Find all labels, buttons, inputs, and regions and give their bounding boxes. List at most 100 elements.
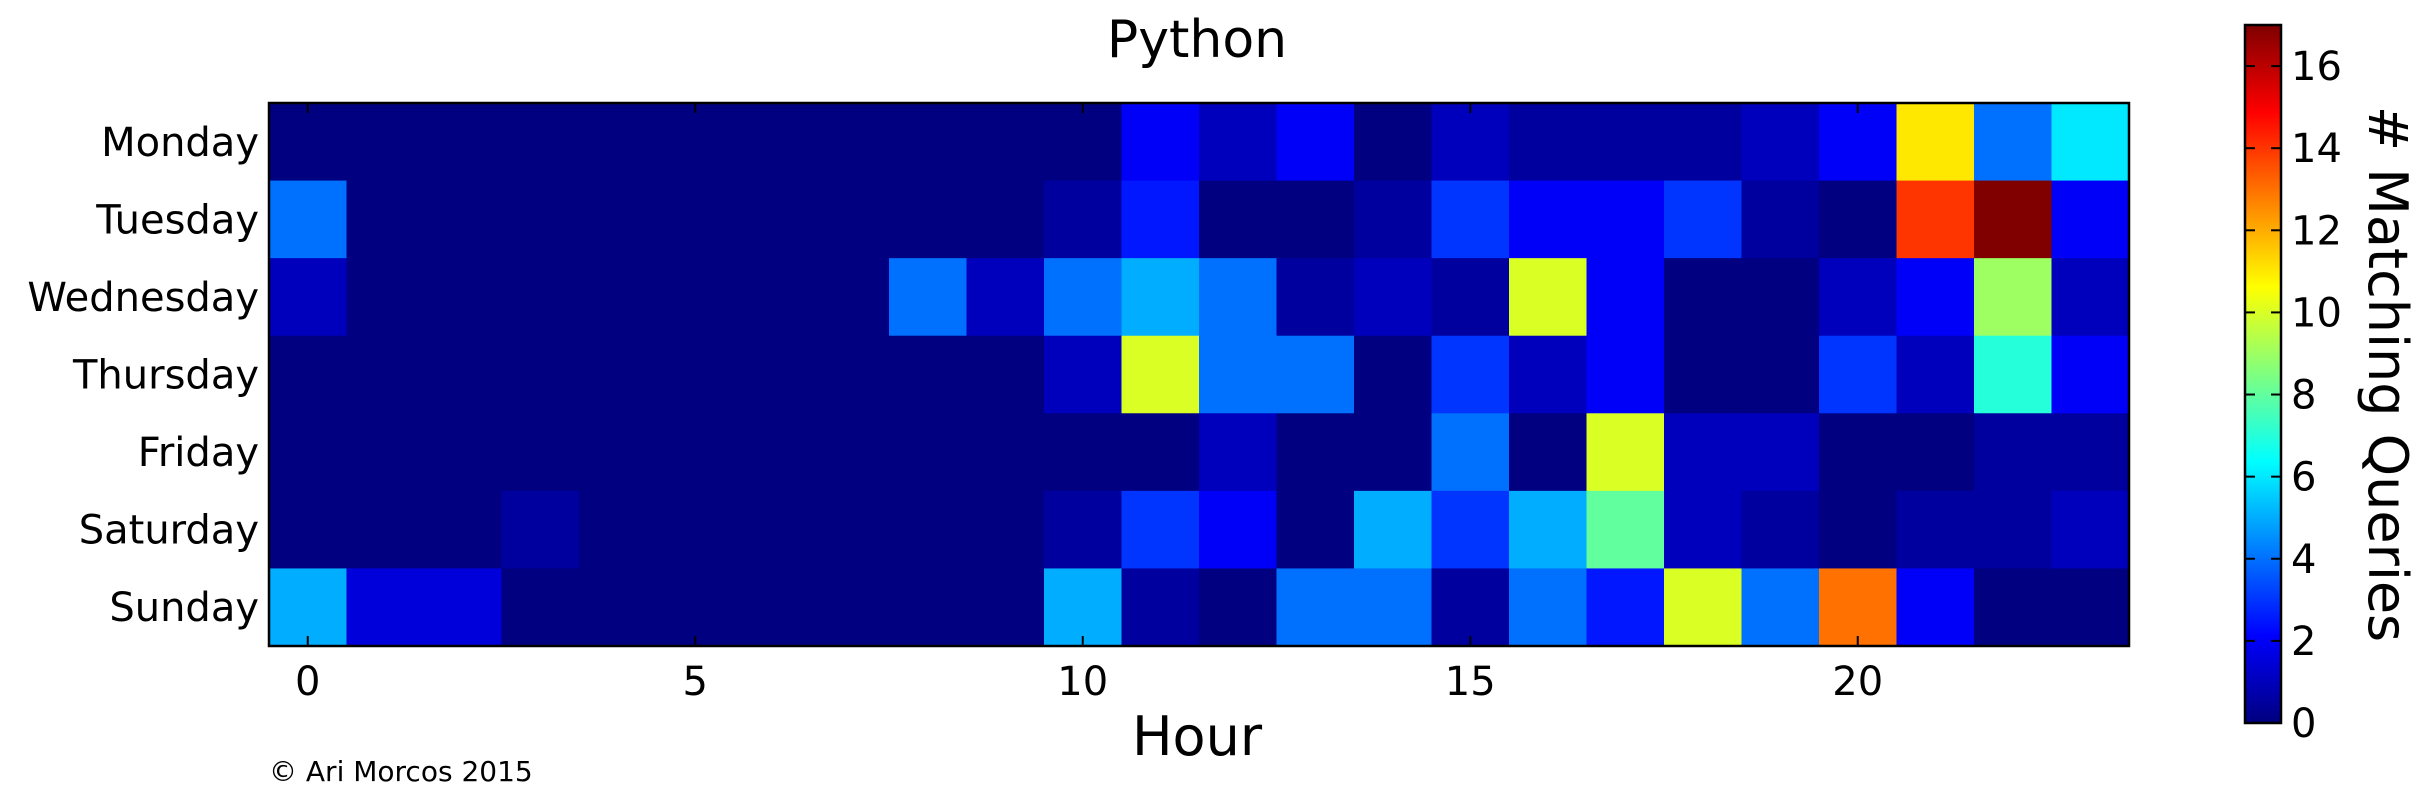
heatmap-cell xyxy=(501,103,580,182)
heatmap-cell xyxy=(734,568,813,647)
heatmap-cell xyxy=(579,490,658,570)
heatmap-cell xyxy=(1664,568,1743,647)
heatmap-cell xyxy=(1819,413,1898,492)
heatmap-cell xyxy=(2051,413,2130,492)
heatmap-cell xyxy=(1586,490,1665,570)
heatmap-cell xyxy=(889,335,968,414)
heatmap-cell xyxy=(1199,335,1278,414)
heatmap-cell xyxy=(1586,103,1665,182)
heatmap-cell xyxy=(1121,258,1200,337)
heatmap-cell xyxy=(1199,258,1278,337)
heatmap-cell xyxy=(811,103,890,182)
heatmap-cell xyxy=(1741,413,1820,492)
heatmap-cell xyxy=(2051,490,2130,570)
heatmap-cell xyxy=(2051,258,2130,337)
heatmap-cell xyxy=(1121,335,1200,414)
heatmap-cell xyxy=(734,258,813,337)
x-ticks: 0 5 10 15 20 xyxy=(295,103,1883,705)
heatmap-cell xyxy=(966,103,1045,182)
heatmap-cell xyxy=(501,490,580,570)
heatmap-cell xyxy=(1896,490,1975,570)
heatmap-cell xyxy=(1586,180,1665,259)
heatmap-cell xyxy=(1819,490,1898,570)
heatmap-cell xyxy=(2051,335,2130,414)
x-tick-label: 10 xyxy=(1057,659,1108,705)
heatmap-cell xyxy=(579,413,658,492)
heatmap-cell xyxy=(1276,490,1355,570)
heatmap-cell xyxy=(1819,103,1898,182)
heatmap-cell xyxy=(269,413,348,492)
heatmap-cell xyxy=(1586,568,1665,647)
heatmap-cell xyxy=(656,413,735,492)
heatmap-cell xyxy=(501,335,580,414)
heatmap-cell xyxy=(1431,103,1510,182)
heatmap-cell xyxy=(1276,568,1355,647)
row-labels: Monday Tuesday Wednesday Thursday Friday Satu… xyxy=(27,120,259,631)
heatmap-cell xyxy=(501,568,580,647)
colorbar-tick-label: 12 xyxy=(2291,208,2342,254)
heatmap-cell xyxy=(501,258,580,337)
heatmap-cell xyxy=(269,103,348,182)
heatmap-cell xyxy=(811,258,890,337)
heatmap-cells xyxy=(269,103,2130,647)
heatmap-cell xyxy=(1509,568,1588,647)
heatmap-cell xyxy=(1896,103,1975,182)
heatmap-cell xyxy=(1974,568,2053,647)
heatmap-cell xyxy=(966,335,1045,414)
heatmap-cell xyxy=(889,103,968,182)
heatmap-cell xyxy=(1276,103,1355,182)
heatmap-cell xyxy=(1121,490,1200,570)
heatmap-cell xyxy=(346,335,425,414)
heatmap-cell xyxy=(1354,103,1433,182)
colorbar-ticks: 0 2 4 6 8 10 12 14 16 xyxy=(2245,44,2342,747)
heatmap-cell xyxy=(269,180,348,259)
colorbar-label: # Matching Queries xyxy=(2356,106,2419,642)
heatmap-cell xyxy=(1586,413,1665,492)
heatmap-cell xyxy=(424,103,503,182)
heatmap-cell xyxy=(1741,490,1820,570)
colorbar-tick-label: 6 xyxy=(2291,455,2316,501)
heatmap-cell xyxy=(734,413,813,492)
heatmap-cell xyxy=(1199,103,1278,182)
heatmap-cell xyxy=(1741,258,1820,337)
colorbar-tick-label: 4 xyxy=(2291,537,2316,583)
heatmap-cell xyxy=(1509,490,1588,570)
heatmap-cell xyxy=(1121,413,1200,492)
heatmap-cell xyxy=(1044,413,1123,492)
heatmap-cell xyxy=(501,413,580,492)
heatmap-cell xyxy=(579,335,658,414)
heatmap-cell xyxy=(966,180,1045,259)
heatmap-cell xyxy=(346,258,425,337)
heatmap-cell xyxy=(1354,413,1433,492)
heatmap-cell xyxy=(1509,180,1588,259)
heatmap-cell xyxy=(1354,490,1433,570)
heatmap-cell xyxy=(1121,180,1200,259)
heatmap-cell xyxy=(1431,490,1510,570)
heatmap-cell xyxy=(656,335,735,414)
heatmap-cell xyxy=(1354,180,1433,259)
heatmap-cell xyxy=(2051,180,2130,259)
heatmap-cell xyxy=(1199,568,1278,647)
heatmap-cell xyxy=(1431,413,1510,492)
heatmap-cell xyxy=(1354,568,1433,647)
heatmap-cell xyxy=(734,490,813,570)
row-label: Friday xyxy=(138,430,259,476)
heatmap-cell xyxy=(1974,335,2053,414)
heatmap-cell xyxy=(1044,490,1123,570)
heatmap-cell xyxy=(966,258,1045,337)
heatmap-cell xyxy=(1044,180,1123,259)
x-tick-label: 15 xyxy=(1445,659,1496,705)
heatmap-cell xyxy=(966,568,1045,647)
heatmap-cell xyxy=(1044,568,1123,647)
heatmap-cell xyxy=(579,180,658,259)
heatmap-cell xyxy=(579,568,658,647)
heatmap-cell xyxy=(1431,258,1510,337)
heatmap-cell xyxy=(269,335,348,414)
row-label: Sunday xyxy=(109,585,259,631)
plot-frame xyxy=(267,101,2131,648)
heatmap-cell xyxy=(811,490,890,570)
heatmap-cell xyxy=(424,258,503,337)
heatmap-cell xyxy=(1276,335,1355,414)
heatmap-cell xyxy=(1974,258,2053,337)
colorbar-tick-label: 10 xyxy=(2291,290,2342,336)
